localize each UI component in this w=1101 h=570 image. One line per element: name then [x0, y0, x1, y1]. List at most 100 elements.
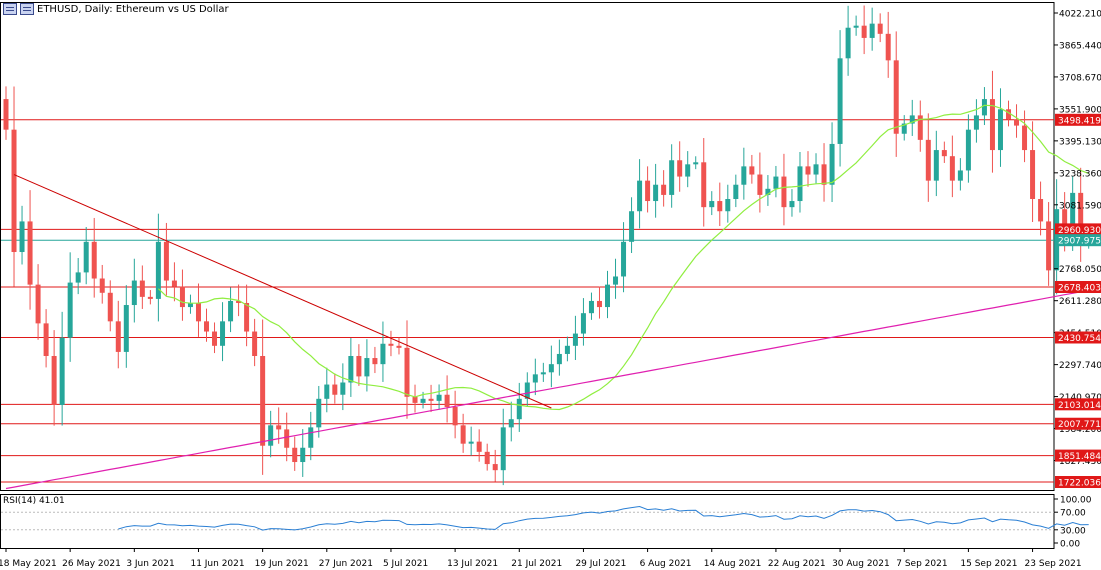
candle [3, 99, 9, 130]
time-tick-label: 11 Jun 2021 [190, 559, 244, 569]
level-price-label: 2007.771 [1058, 420, 1101, 430]
candle [332, 384, 338, 395]
candle [300, 447, 306, 463]
candle [508, 419, 514, 428]
candle [268, 425, 274, 446]
candle [548, 364, 554, 373]
candle [436, 394, 442, 401]
candle [1030, 150, 1036, 199]
candle [564, 345, 570, 354]
candle [179, 286, 185, 308]
level-price-label-bg [1055, 331, 1101, 344]
candle [572, 333, 578, 346]
candle [59, 337, 65, 405]
main-frame [0, 2, 1055, 491]
candle [741, 166, 747, 185]
candle [701, 162, 707, 208]
level-price-label: 1851.484 [1058, 452, 1101, 462]
candle [725, 198, 731, 212]
candle [733, 184, 739, 199]
price-tick-label: 3238.360 [1059, 169, 1101, 179]
level-price-label-bg [1055, 476, 1101, 488]
candle [861, 25, 867, 38]
time-tick-label: 26 May 2021 [62, 559, 121, 569]
time-tick-label: 7 Sep 2021 [896, 559, 947, 569]
candle [316, 398, 322, 428]
candle [596, 300, 602, 308]
candle [67, 282, 73, 338]
candle [524, 382, 530, 399]
candle [444, 394, 450, 407]
chart-window-icon[interactable] [3, 3, 17, 15]
candle [917, 115, 923, 140]
rsi-frame [0, 494, 1055, 549]
candle [35, 284, 41, 324]
candle [813, 164, 819, 175]
candle [540, 372, 546, 375]
candle [1022, 125, 1028, 151]
candle [797, 166, 803, 202]
level-price-label-bg [1055, 113, 1101, 126]
level-price-label-bg [1055, 417, 1101, 430]
chart-title: ETHUSD, Daily: Ethereum vs US Dollar [37, 3, 229, 15]
candle [460, 425, 466, 444]
level-price-label: 3498.419 [1058, 116, 1101, 126]
rsi-line [118, 505, 1089, 531]
time-tick-label: 6 Aug 2021 [640, 559, 692, 569]
chart-window-icon-2[interactable] [20, 3, 34, 15]
candle [220, 321, 226, 346]
candle [1078, 192, 1084, 242]
price-tick-label: 3395.130 [1059, 137, 1101, 147]
price-tick-label: 1984.200 [1059, 425, 1101, 435]
candle [516, 398, 522, 420]
candle [580, 313, 586, 334]
price-axis: 4022.210 3865.440 3708.670 3551.900 3395.130… [1054, 10, 1101, 550]
sma-short-line [157, 104, 1089, 411]
candle [837, 58, 843, 144]
price-tick-label: 3708.670 [1059, 73, 1101, 83]
candle [957, 170, 963, 181]
time-tick-label: 3 Jun 2021 [126, 559, 174, 569]
candle [757, 174, 763, 195]
candle [893, 60, 899, 134]
level-price-label: 2430.754 [1058, 334, 1101, 344]
candle [645, 180, 651, 202]
candle [404, 347, 410, 397]
candle [965, 129, 971, 171]
rsi-tick-label: 100.00 [1060, 496, 1092, 506]
candle [821, 164, 827, 185]
candle [629, 211, 635, 242]
level-price-label: 1722.036 [1058, 479, 1101, 489]
rsi-label: RSI(14) 41.01 [3, 496, 65, 506]
candle [1046, 221, 1052, 271]
candle [123, 305, 129, 352]
candle [476, 441, 482, 452]
candle [877, 23, 883, 34]
candle [11, 129, 17, 253]
candle [901, 123, 907, 134]
candle [107, 292, 113, 322]
candle [388, 343, 394, 346]
candle [749, 166, 755, 175]
candle [276, 425, 282, 430]
candle [637, 180, 643, 212]
candle [829, 143, 835, 185]
chart-header: ETHUSD, Daily: Ethereum vs US Dollar [3, 2, 229, 16]
time-tick-label: 21 Jul 2021 [511, 559, 562, 569]
candle [147, 296, 153, 299]
candle [83, 241, 89, 273]
candle [853, 25, 859, 28]
price-tick-label: 1827.430 [1059, 457, 1101, 467]
candle [933, 150, 939, 181]
candle [492, 464, 498, 471]
candle [789, 201, 795, 208]
rsi-tick-label: 30.00 [1060, 526, 1086, 536]
time-axis: 18 May 2021 26 May 2021 3 Jun 2021 11 Jun 2… [0, 548, 1082, 569]
candle [845, 27, 851, 59]
candle [885, 33, 891, 61]
price-tick-label: 3551.900 [1059, 105, 1101, 115]
candle [155, 241, 161, 299]
candle [661, 184, 667, 195]
candle [1038, 198, 1044, 222]
